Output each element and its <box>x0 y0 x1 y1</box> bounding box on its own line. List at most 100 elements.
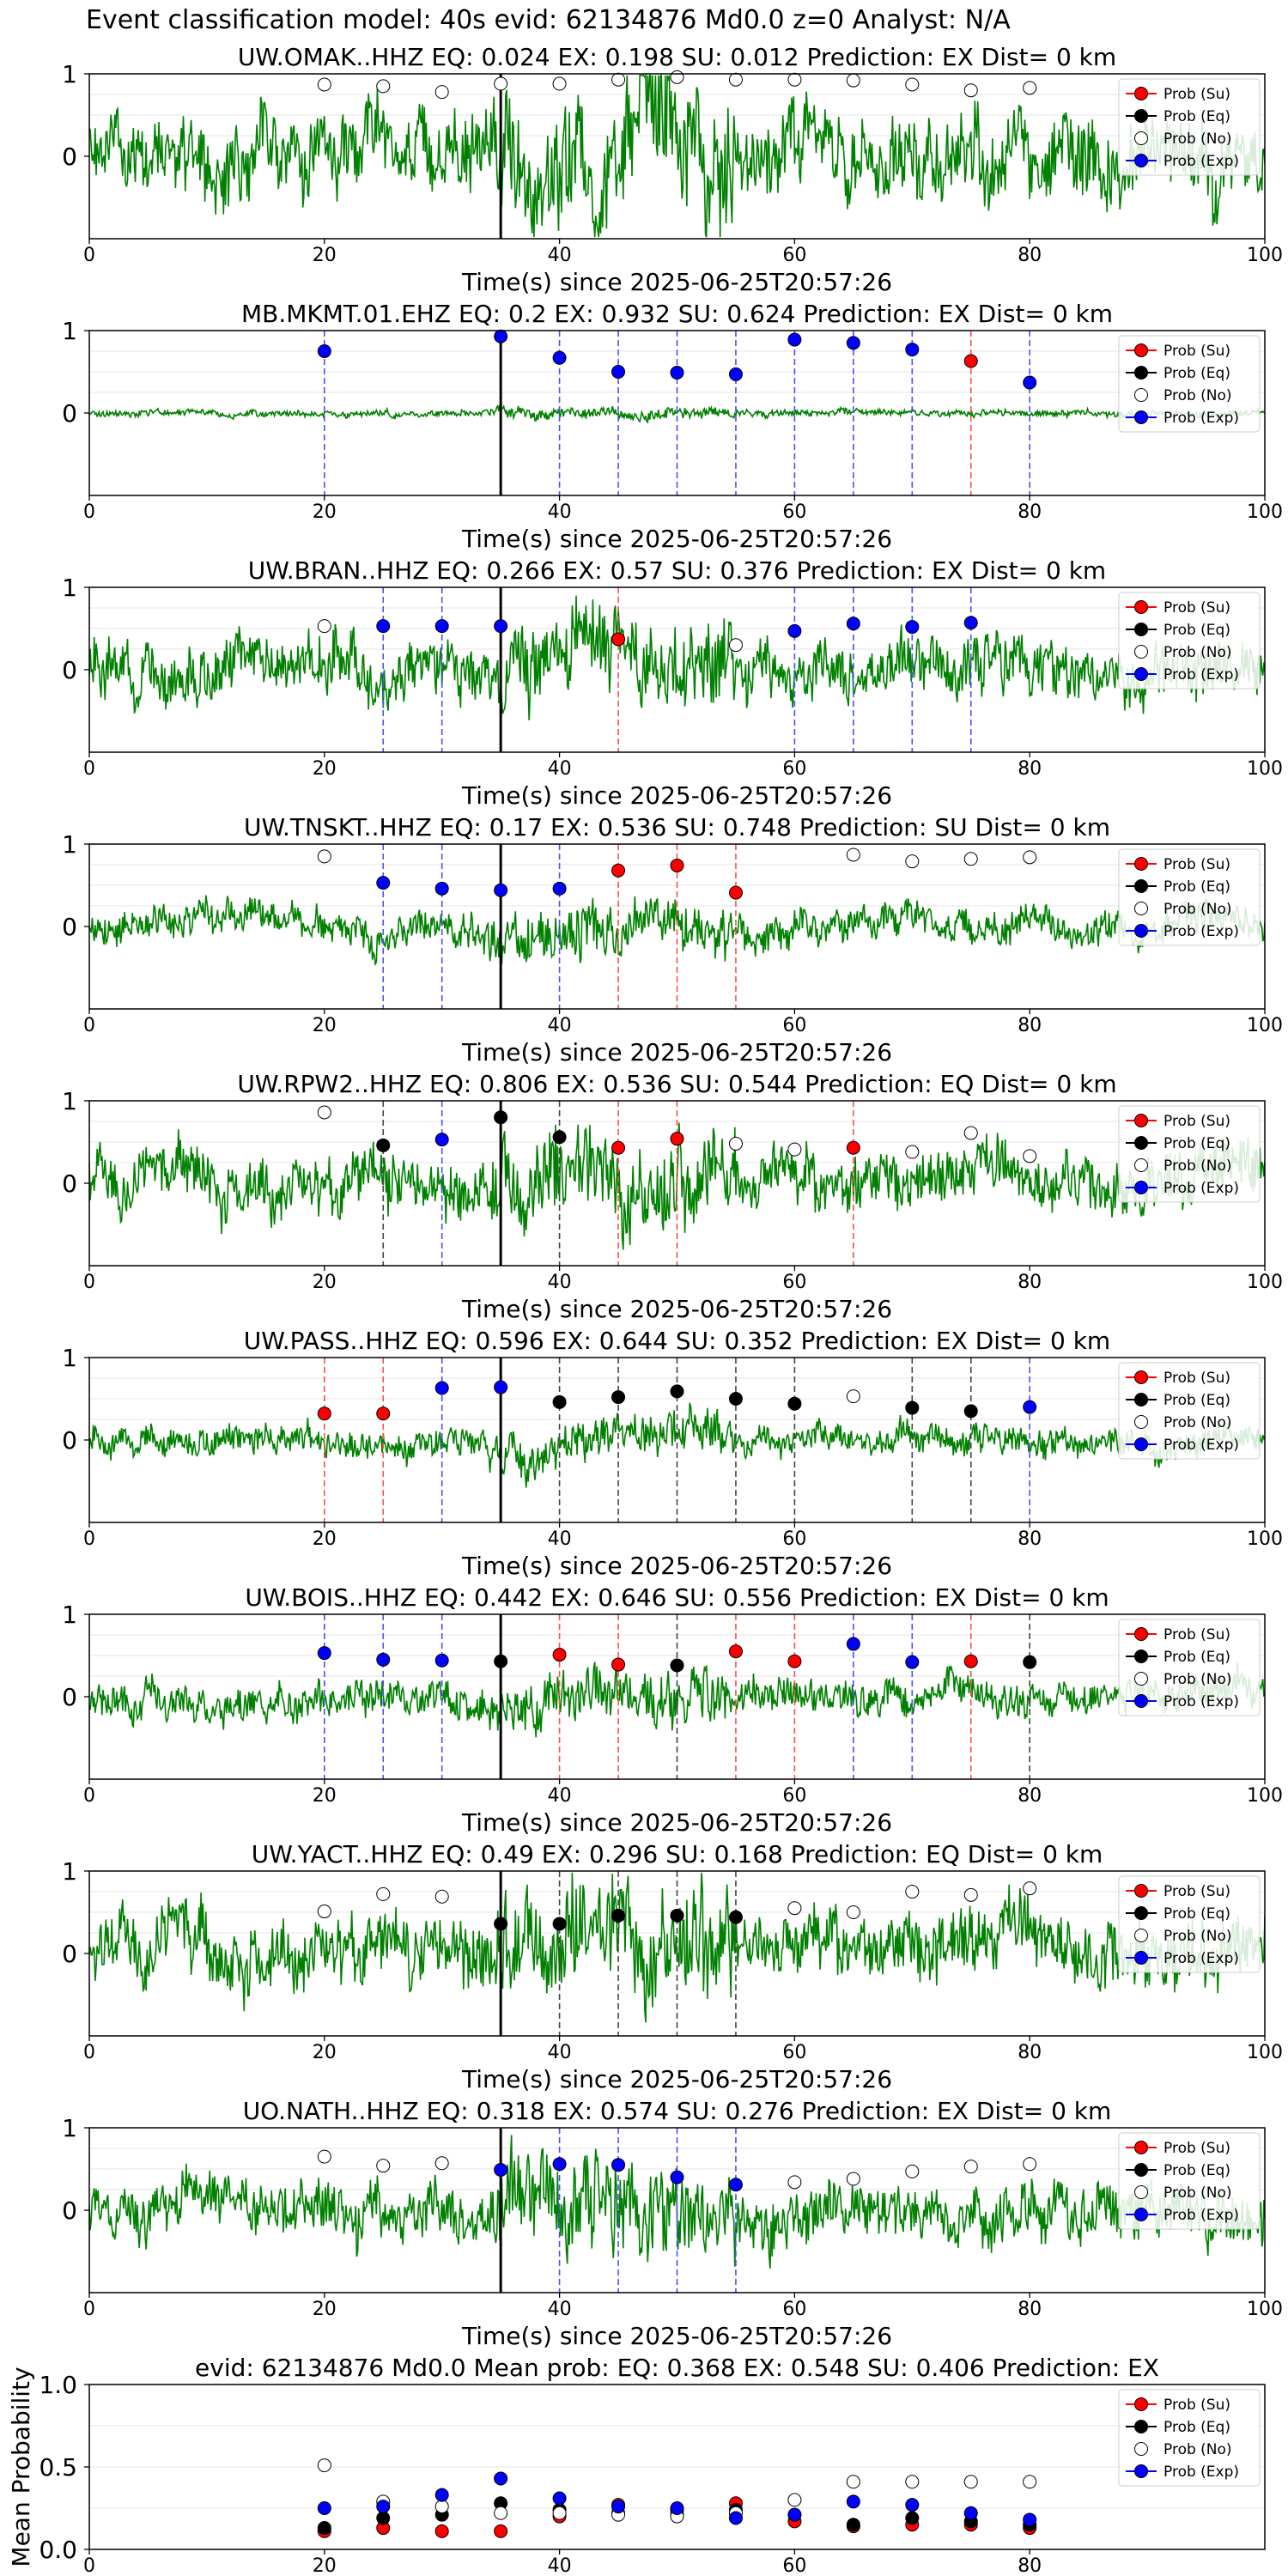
legend-marker-su <box>1134 1114 1148 1127</box>
prob-point-no <box>905 854 920 869</box>
legend-label: Prob (Eq) <box>1163 2162 1230 2179</box>
legend-box <box>1118 1362 1261 1460</box>
legend: Prob (Su) Prob (Eq) Prob (No) Prob (Exp) <box>1118 2132 1261 2230</box>
x-tick-label: 80 <box>1018 758 1042 780</box>
prob-point-eq <box>494 1654 508 1668</box>
y-tick-label: 0 <box>62 1170 77 1198</box>
x-tick-label: 0 <box>83 501 95 523</box>
prob-point-su <box>846 1140 860 1155</box>
mean-point-exp <box>728 2511 743 2525</box>
legend-box <box>1118 848 1261 946</box>
legend-box <box>1118 1875 1261 1973</box>
legend-marker-exp <box>1134 1437 1148 1451</box>
legend-label: Prob (Eq) <box>1163 622 1230 639</box>
prob-point-no <box>670 70 684 84</box>
legend-label: Prob (Su) <box>1163 856 1230 873</box>
x-tick-label: 60 <box>782 245 806 266</box>
prob-point-eq <box>670 1384 684 1399</box>
legend-label: Prob (Su) <box>1163 86 1230 103</box>
mean-point-no <box>963 2475 978 2489</box>
mean-point-eq <box>317 2521 331 2536</box>
prob-point-no <box>846 2172 860 2186</box>
x-axis-label: Time(s) since 2025-06-25T20:57:26 <box>461 268 892 296</box>
y-tick-label: 0.5 <box>39 2453 77 2482</box>
x-tick-label: 60 <box>782 1015 806 1036</box>
prob-point-exp <box>552 2157 567 2172</box>
y-tick-label: 0 <box>62 143 77 171</box>
mean-point-exp <box>317 2501 331 2515</box>
x-tick-label: 0 <box>83 1015 95 1036</box>
prob-point-exp <box>787 623 802 638</box>
x-tick-label: 20 <box>313 1528 337 1550</box>
prob-point-exp <box>670 365 684 380</box>
legend-marker-su <box>1134 343 1148 357</box>
x-tick-label: 100 <box>1247 758 1283 780</box>
prob-point-su <box>611 1140 626 1155</box>
prob-point-eq <box>963 1404 978 1419</box>
legend-label: Prob (Eq) <box>1163 1392 1230 1409</box>
chart-panel-8: UW.YACT..HHZ EQ: 0.49 EX: 0.296 SU: 0.16… <box>62 1840 1283 2093</box>
x-tick-label: 20 <box>313 758 337 780</box>
waveform-trace <box>89 2135 1265 2269</box>
prob-point-no <box>1023 81 1037 95</box>
prob-point-no <box>846 848 860 862</box>
legend-marker-eq <box>1134 879 1148 893</box>
prob-point-eq <box>552 1917 567 1931</box>
chart-title: evid: 62134876 Md0.0 Mean prob: EQ: 0.36… <box>195 2354 1159 2382</box>
mean-point-exp <box>670 2501 684 2515</box>
legend-marker-exp <box>1134 1951 1148 1965</box>
prob-point-su <box>728 1644 743 1659</box>
prob-point-exp <box>611 365 626 379</box>
x-tick-label: 20 <box>313 1785 337 1807</box>
legend-label: Prob (Su) <box>1163 1113 1230 1130</box>
chart-title: UW.RPW2..HHZ EQ: 0.806 EX: 0.536 SU: 0.5… <box>237 1070 1116 1098</box>
legend-label: Prob (No) <box>1163 1928 1232 1945</box>
prob-point-exp <box>1023 1400 1037 1414</box>
prob-point-no <box>963 1126 978 1140</box>
legend-marker-su <box>1134 600 1148 614</box>
x-tick-label: 100 <box>1247 1272 1283 1293</box>
x-tick-label: 100 <box>1247 501 1283 523</box>
x-tick-label: 100 <box>1247 2042 1283 2063</box>
legend-label: Prob (Su) <box>1163 2140 1230 2157</box>
legend-marker-no <box>1134 2185 1148 2199</box>
x-axis-label: Time(s) since 2025-06-25T20:57:26 <box>461 525 892 553</box>
legend-marker-su <box>1134 1884 1148 1898</box>
legend-marker-eq <box>1134 2420 1148 2433</box>
prob-point-no <box>552 76 567 91</box>
legend-label: Prob (Exp) <box>1163 666 1239 683</box>
x-tick-label: 100 <box>1247 1528 1283 1550</box>
prob-point-exp <box>728 2178 743 2192</box>
x-tick-label: 40 <box>548 1528 572 1550</box>
y-tick-label: 1 <box>62 574 77 602</box>
legend-marker-exp <box>1134 2208 1148 2221</box>
legend-label: Prob (Exp) <box>1163 923 1239 940</box>
chart-panel-2: MB.MKMT.01.EHZ EQ: 0.2 EX: 0.932 SU: 0.6… <box>62 300 1283 553</box>
prob-point-exp <box>846 617 860 631</box>
y-tick-label: 1 <box>62 317 77 345</box>
prob-point-eq <box>905 1400 920 1415</box>
prob-point-eq <box>494 1110 508 1125</box>
x-tick-label: 80 <box>1018 1785 1042 1807</box>
x-tick-label: 100 <box>1247 1015 1283 1036</box>
legend-marker-su <box>1134 1370 1148 1384</box>
prob-point-no <box>317 1905 331 1919</box>
waveform-trace <box>89 595 1265 720</box>
legend-marker-no <box>1134 1672 1148 1686</box>
prob-point-exp <box>905 620 920 635</box>
prob-point-exp <box>494 619 508 634</box>
y-tick-label: 1 <box>62 1857 77 1886</box>
prob-point-exp <box>611 2158 626 2172</box>
mean-point-no <box>1023 2475 1037 2489</box>
prob-point-no <box>611 72 626 87</box>
prob-point-su <box>611 863 626 878</box>
y-tick-label: 0.0 <box>39 2536 77 2564</box>
legend-label: Prob (Exp) <box>1163 2207 1239 2224</box>
x-tick-label: 60 <box>782 1528 806 1550</box>
chart-title: UW.PASS..HHZ EQ: 0.596 EX: 0.644 SU: 0.3… <box>244 1327 1110 1355</box>
legend-marker-eq <box>1134 1393 1148 1406</box>
chart-title: UO.NATH..HHZ EQ: 0.318 EX: 0.574 SU: 0.2… <box>243 2097 1112 2125</box>
prob-point-no <box>1023 850 1037 865</box>
x-tick-label: 80 <box>1018 2299 1042 2320</box>
